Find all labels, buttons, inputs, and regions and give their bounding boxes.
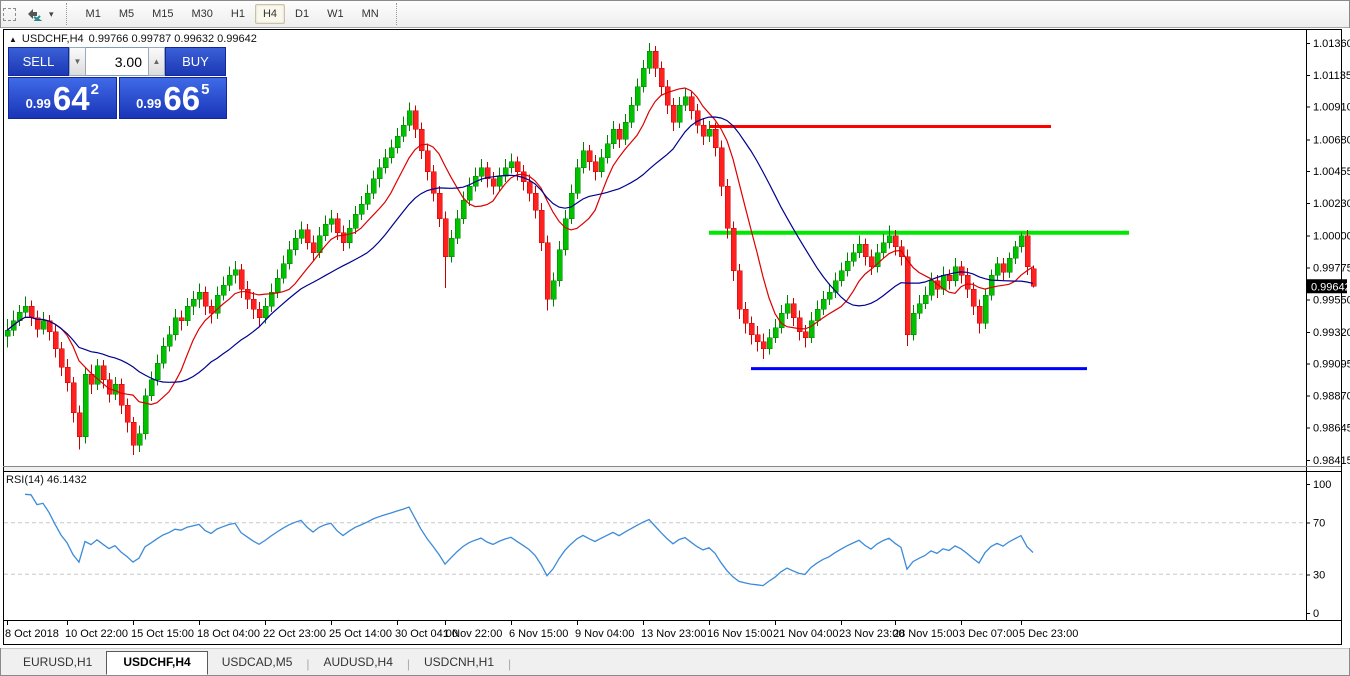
fast-ma xyxy=(6,87,1034,406)
time-axis-label: 22 Oct 23:00 xyxy=(263,628,326,640)
time-axis-label: 13 Nov 23:00 xyxy=(641,628,706,640)
svg-text:70: 70 xyxy=(1313,518,1325,530)
symbol-label: USDCHF,H4 xyxy=(21,33,84,45)
timeframe-button-h1[interactable]: H1 xyxy=(230,8,245,20)
time-axis-label: 21 Nov 04:00 xyxy=(773,628,838,640)
svg-text:0.98870: 0.98870 xyxy=(1313,391,1350,403)
sell-price-panel[interactable]: 0.99 64 2 xyxy=(8,77,117,119)
time-axis-label: 23 Nov 23:00 xyxy=(839,628,904,640)
chart-tab-audusd[interactable]: AUDUSD,H4 xyxy=(323,655,393,669)
buy-price-pipette: 5 xyxy=(201,81,210,98)
ohlc-values: 0.99766 0.99787 0.99632 0.99642 xyxy=(88,33,257,45)
time-axis-label: 1 Nov 22:00 xyxy=(443,628,502,640)
chart-region: 1.01360 1.01135 1.00910 1.00680 1.00455 1.002… xyxy=(0,28,1350,648)
chart-tab-usdchf[interactable]: USDCHF,H4 xyxy=(106,651,208,675)
volume-decrease-button[interactable]: ▼ xyxy=(69,47,86,76)
sell-button[interactable]: SELL xyxy=(8,47,69,76)
toolbar-separator xyxy=(395,3,403,25)
time-axis-label: 3 Dec 07:00 xyxy=(959,628,1018,640)
svg-text:0.99550: 0.99550 xyxy=(1313,294,1350,306)
svg-text:0.99320: 0.99320 xyxy=(1313,327,1350,339)
time-axis-label: 15 Oct 15:00 xyxy=(131,628,194,640)
svg-text:0: 0 xyxy=(1313,608,1319,620)
timeframe-button-m30[interactable]: M30 xyxy=(191,8,213,20)
time-axis-label: 10 Oct 22:00 xyxy=(65,628,128,640)
svg-text:0.99095: 0.99095 xyxy=(1313,359,1350,371)
svg-text:1.00230: 1.00230 xyxy=(1313,198,1350,210)
top-toolbar: ▾ M1 M5 M15 M30 H1 H4 D1 W1 MN xyxy=(1,1,1349,28)
timeframe-button-d1[interactable]: D1 xyxy=(295,8,310,20)
time-axis-label: 28 Nov 15:00 xyxy=(893,628,958,640)
one-click-trading-widget: SELL ▼ ▲ BUY 0.99 64 2 0.99 66 5 xyxy=(8,47,227,119)
toolbar-separator xyxy=(65,3,73,25)
svg-text:0.98645: 0.98645 xyxy=(1313,422,1350,434)
volume-increase-button[interactable]: ▲ xyxy=(148,47,165,76)
timeframe-button-h4[interactable]: H4 xyxy=(254,4,286,24)
timeframe-button-group: M1 M5 M15 M30 H1 H4 D1 W1 MN xyxy=(77,4,388,24)
svg-text:0.98415: 0.98415 xyxy=(1313,455,1350,467)
tab-separator: | xyxy=(406,657,410,671)
timeframe-button-mn[interactable]: MN xyxy=(361,8,379,20)
svg-text:1.00455: 1.00455 xyxy=(1313,166,1350,178)
rsi-line xyxy=(24,493,1034,587)
buy-price-big: 66 xyxy=(163,80,201,117)
svg-text:1.00000: 1.00000 xyxy=(1313,231,1350,243)
volume-input[interactable] xyxy=(86,47,148,76)
time-axis-label: 16 Nov 15:00 xyxy=(707,628,772,640)
candlestick-chart-canvas[interactable]: 1.01360 1.01135 1.00910 1.00680 1.00455 1.002… xyxy=(0,28,1350,648)
candles xyxy=(4,43,1037,456)
sell-price-big: 64 xyxy=(52,80,90,117)
time-axis-label: 6 Nov 15:00 xyxy=(509,628,568,640)
dropdown-caret-icon[interactable]: ▾ xyxy=(49,8,54,19)
svg-text:0.99775: 0.99775 xyxy=(1313,262,1350,274)
arrange-arrows-icon[interactable] xyxy=(23,4,45,24)
sell-price-pipette: 2 xyxy=(90,81,99,98)
timeframe-button-m15[interactable]: M15 xyxy=(152,8,174,20)
selection-icon[interactable] xyxy=(1,4,23,24)
timeframe-button-m5[interactable]: M5 xyxy=(118,8,135,20)
svg-text:1.00680: 1.00680 xyxy=(1313,134,1350,146)
chart-tab-usdcnh[interactable]: USDCNH,H1 xyxy=(424,655,495,669)
buy-price-panel[interactable]: 0.99 66 5 xyxy=(118,77,227,119)
timeframe-button-m1[interactable]: M1 xyxy=(85,8,101,20)
svg-text:1.01360: 1.01360 xyxy=(1313,38,1350,50)
svg-text:100: 100 xyxy=(1313,479,1331,491)
symbol-ohlc-header: ▲ USDCHF,H4 0.99766 0.99787 0.99632 0.99… xyxy=(9,33,257,45)
slow-ma xyxy=(6,116,1034,383)
tab-separator: | xyxy=(508,657,512,671)
svg-text:30: 30 xyxy=(1313,569,1325,581)
time-axis-label: 25 Oct 14:00 xyxy=(329,628,392,640)
timeframe-button-w1[interactable]: W1 xyxy=(327,8,344,20)
collapse-triangle-icon[interactable]: ▲ xyxy=(9,34,17,44)
current-price-tag: 0.99642 xyxy=(1311,281,1350,293)
tab-separator: | xyxy=(306,657,310,671)
chart-tab-bar: EURUSD,H1 USDCHF,H4 USDCAD,M5 | AUDUSD,H4 | US… xyxy=(1,648,1349,675)
svg-text:1.00910: 1.00910 xyxy=(1313,102,1350,114)
svg-text:1.01135: 1.01135 xyxy=(1313,70,1350,82)
time-axis-label: 5 Dec 23:00 xyxy=(1019,628,1078,640)
time-axis-label: 30 Oct 04:00 xyxy=(395,628,458,640)
buy-price-prefix: 0.99 xyxy=(136,96,162,111)
time-axis-label: 18 Oct 04:00 xyxy=(197,628,260,640)
time-axis-label: 9 Nov 04:00 xyxy=(575,628,634,640)
chart-tab-eurusd[interactable]: EURUSD,H1 xyxy=(23,655,93,669)
time-axis-label: 8 Oct 2018 xyxy=(5,628,59,640)
chart-tab-usdcad[interactable]: USDCAD,M5 xyxy=(221,655,293,669)
rsi-indicator-label: RSI(14) 46.1432 xyxy=(6,474,87,486)
buy-button[interactable]: BUY xyxy=(165,47,226,76)
sell-price-prefix: 0.99 xyxy=(25,96,51,111)
